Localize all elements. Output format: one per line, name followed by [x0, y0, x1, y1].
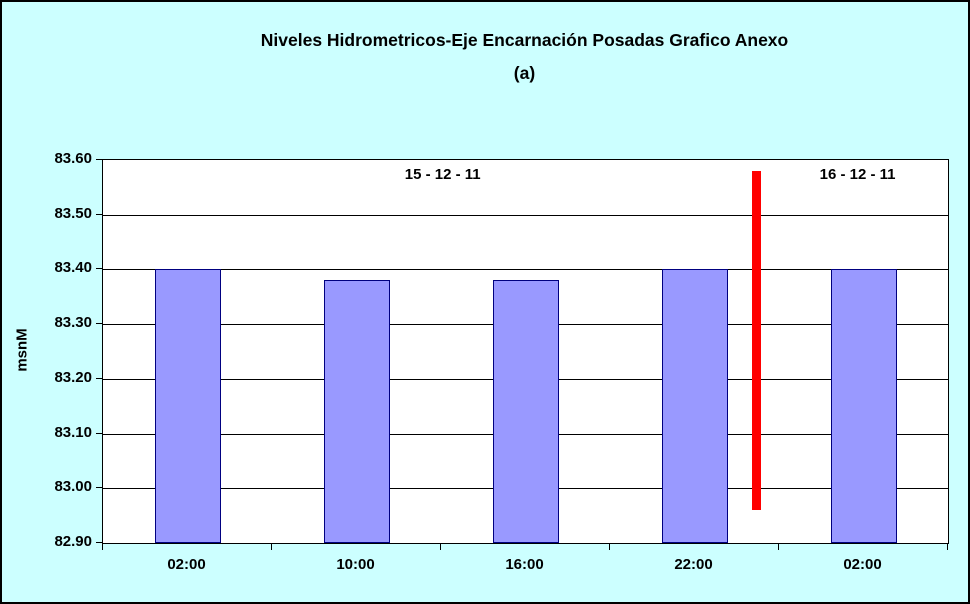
y-tick-label: 82.90 [54, 533, 92, 550]
y-tick-label: 83.50 [54, 205, 92, 222]
x-tick-mark [778, 544, 779, 550]
plot-area: 15 - 12 - 11 16 - 12 - 11 [102, 159, 949, 544]
x-tick-mark [947, 544, 948, 550]
y-tick-label: 83.60 [54, 150, 92, 167]
bar [324, 280, 390, 543]
x-tick-mark [271, 544, 272, 550]
y-tick-label: 83.30 [54, 314, 92, 331]
y-tick-label: 83.00 [54, 478, 92, 495]
y-tick-label: 83.10 [54, 424, 92, 441]
y-tick-label: 83.40 [54, 259, 92, 276]
chart-title-line1: Niveles Hidrometricos-Eje Encarnación Po… [260, 30, 789, 50]
bar [155, 269, 221, 543]
gridline [103, 215, 948, 216]
gridline [103, 269, 948, 270]
y-tick-mark [96, 542, 102, 543]
y-tick-mark [96, 159, 102, 160]
y-tick-mark [96, 433, 102, 434]
date-divider-line [752, 171, 761, 510]
date-annotation: 15 - 12 - 11 [404, 166, 481, 183]
y-tick-mark [96, 214, 102, 215]
date-annotation: 16 - 12 - 11 [819, 166, 896, 183]
x-tick-mark [102, 544, 103, 550]
chart-title-line2: (a) [513, 63, 536, 83]
y-tick-mark [96, 378, 102, 379]
y-axis-title: msnM [13, 328, 31, 372]
y-tick-label: 83.20 [54, 369, 92, 386]
x-tick-mark [609, 544, 610, 550]
y-tick-mark [96, 268, 102, 269]
chart-title: Niveles Hidrometricos-Eje Encarnación Po… [102, 30, 947, 84]
y-tick-mark [96, 323, 102, 324]
x-tick-label: 02:00 [843, 556, 882, 573]
x-tick-label: 16:00 [505, 556, 544, 573]
x-tick-label: 22:00 [674, 556, 713, 573]
bar [493, 280, 559, 543]
x-tick-mark [440, 544, 441, 550]
x-tick-label: 02:00 [167, 556, 206, 573]
bar [831, 269, 897, 543]
x-tick-label: 10:00 [336, 556, 375, 573]
bar [662, 269, 728, 543]
y-tick-mark [96, 487, 102, 488]
